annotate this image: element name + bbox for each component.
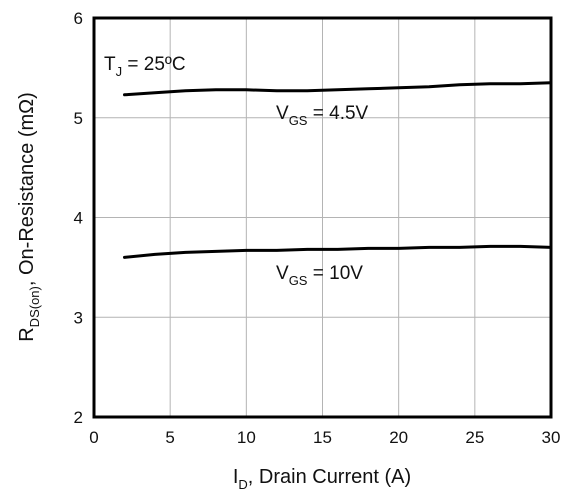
x-tick-label: 5 — [165, 428, 174, 447]
tick-labels: 0 5 10 15 20 25 30 2 3 4 5 6 — [74, 9, 561, 447]
y-tick-label: 2 — [74, 408, 83, 427]
grid — [94, 18, 551, 417]
plot-frame — [92, 16, 553, 419]
series-label-vgs-10v: VGS = 10V — [276, 263, 363, 288]
series-label-vgs-4-5v: VGS = 4.5V — [276, 103, 369, 128]
x-tick-label: 15 — [313, 428, 332, 447]
series-line-1 — [123, 244, 553, 259]
x-tick-label: 10 — [237, 428, 256, 447]
y-tick-label: 3 — [74, 308, 83, 327]
x-tick-label: 20 — [389, 428, 408, 447]
x-tick-label: 30 — [542, 428, 561, 447]
series-line-0 — [123, 81, 553, 97]
x-tick-label: 0 — [89, 428, 98, 447]
y-tick-label: 6 — [74, 9, 83, 28]
y-tick-label: 5 — [74, 109, 83, 128]
y-tick-label: 4 — [74, 209, 83, 228]
y-axis-title: RDS(on), On-Resistance (mΩ) — [16, 92, 42, 342]
series-lines — [123, 81, 553, 259]
x-axis-title: ID, Drain Current (A) — [233, 466, 411, 492]
x-tick-label: 25 — [465, 428, 484, 447]
temperature-annotation: TJ = 25ºC — [104, 54, 186, 79]
